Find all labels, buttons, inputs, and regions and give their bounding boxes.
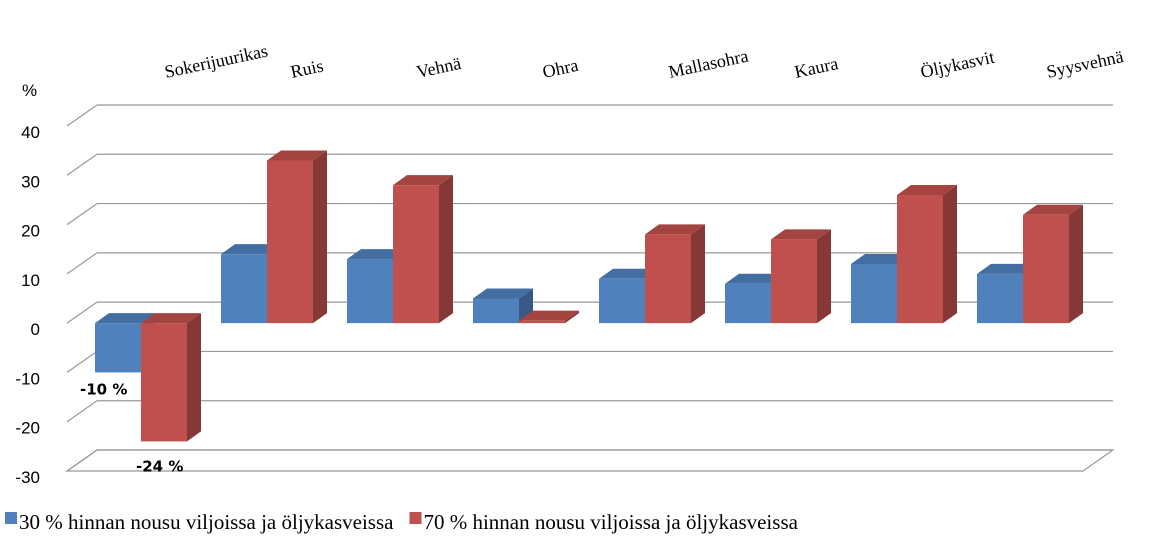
- bar: [725, 283, 771, 324]
- bar-top: [393, 175, 453, 186]
- bar-side: [439, 175, 453, 324]
- bar: [221, 254, 267, 324]
- floor: [65, 449, 1115, 472]
- y-tick-label: -20: [15, 419, 40, 438]
- bar-top: [645, 224, 705, 235]
- bar: [1023, 214, 1069, 324]
- bar-side: [943, 185, 957, 324]
- y-tick-label: 30: [21, 172, 40, 191]
- bar-top: [95, 313, 155, 324]
- x-tick-label: Öljykasvit: [919, 47, 997, 82]
- bar: [473, 298, 519, 324]
- grid-line: [66, 400, 98, 423]
- legend-swatch: [409, 512, 422, 524]
- bar-top: [347, 249, 407, 260]
- grid-line: [66, 104, 98, 127]
- bar: [851, 264, 897, 324]
- grid-line: [66, 252, 98, 275]
- bar-side: [187, 313, 201, 442]
- data-label: -24 %: [136, 457, 183, 475]
- bar: [977, 273, 1023, 324]
- bar-side: [565, 310, 579, 324]
- x-tick-label: Vehnä: [415, 53, 463, 82]
- bar: [897, 195, 943, 324]
- grid-line: [66, 350, 98, 373]
- bar-side: [313, 150, 327, 324]
- y-tick-label: 40: [21, 123, 40, 142]
- bar-top: [851, 254, 911, 264]
- y-axis-label: %: [22, 81, 37, 100]
- bar-top: [977, 263, 1037, 274]
- bar-top: [725, 273, 785, 284]
- bar-side: [1069, 204, 1083, 324]
- bar: [393, 185, 439, 324]
- bar-side: [691, 224, 705, 324]
- bar: [141, 323, 187, 442]
- bar: [347, 259, 393, 324]
- grid-line: [66, 203, 98, 226]
- x-tick-label: Ruis: [289, 55, 325, 81]
- legend-swatch: [5, 512, 17, 524]
- bar-top: [267, 150, 327, 161]
- bar-top: [519, 310, 579, 321]
- data-label: -10 %: [80, 380, 127, 398]
- x-tick-label: Mallasohra: [667, 46, 750, 82]
- y-tick-label: 0: [31, 320, 40, 339]
- bar: [771, 239, 817, 324]
- x-tick-label: Syysvehnä: [1045, 46, 1125, 82]
- y-tick-label: -30: [15, 468, 40, 487]
- bar: [519, 320, 565, 324]
- bar-top: [141, 313, 201, 324]
- x-tick-label: Kaura: [793, 53, 840, 82]
- y-tick-label: 10: [21, 271, 40, 290]
- bar-top: [221, 244, 281, 255]
- x-tick-label: Sokerijuurikas: [163, 41, 270, 82]
- legend-label: 70 % hinnan nousu viljoissa ja öljykasve…: [423, 510, 798, 534]
- bar: [267, 160, 313, 324]
- bar-top: [599, 268, 659, 279]
- bar: [645, 234, 691, 324]
- bar-top: [771, 229, 831, 240]
- x-tick-label: Ohra: [541, 55, 580, 82]
- bar-top: [897, 185, 957, 195]
- grid-line: [66, 301, 98, 324]
- bar-top: [473, 288, 533, 299]
- y-tick-label: -10: [15, 369, 40, 388]
- bar-top: [1023, 204, 1083, 215]
- bar-side: [817, 229, 831, 324]
- grid-line: [66, 153, 98, 176]
- bar: [95, 323, 141, 373]
- bar: [599, 278, 645, 324]
- legend-label: 30 % hinnan nousu viljoissa ja öljykasve…: [19, 510, 394, 534]
- y-tick-label: 20: [21, 222, 40, 241]
